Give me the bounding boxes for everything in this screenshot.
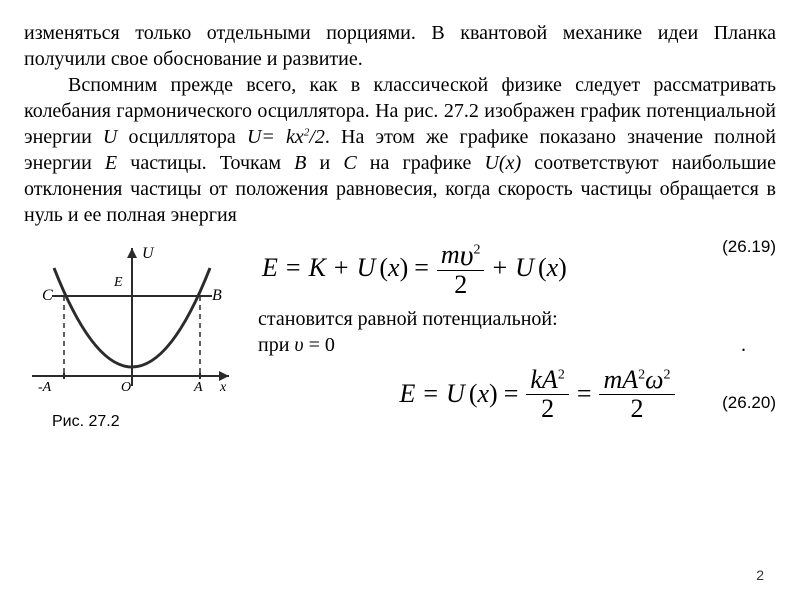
figure-27-2: U E C B O -A A x	[24, 236, 239, 401]
eq1-p3: (	[538, 251, 547, 285]
paragraph-2: Вспомним прежде всего, как в классическо…	[24, 72, 776, 228]
equation-26-20: E = U(x) = kA2 2 = mA2ω2 2 (26.20)	[258, 362, 776, 426]
p2-eqU: U= kx	[247, 126, 304, 148]
label-O: O	[121, 380, 131, 395]
eq2-U: U	[442, 377, 469, 411]
sym-B: B	[294, 152, 306, 174]
eq1-p4: )	[558, 251, 567, 285]
eq2-eq1: =	[419, 377, 442, 411]
eq2-E: E	[395, 377, 419, 411]
eq2-frac1: kA2 2	[526, 366, 568, 422]
eq2-w-sq: 2	[664, 368, 671, 383]
eq1-p2: )	[400, 251, 411, 285]
mid2a: при	[258, 334, 294, 356]
eq1-x2: x	[547, 251, 559, 285]
label-A: A	[193, 380, 203, 395]
eq2-p1: (	[469, 377, 478, 411]
label-x: x	[219, 380, 227, 395]
eq2-p2: )	[489, 377, 500, 411]
eq2-A1-sq: 2	[558, 368, 565, 383]
page-number: 2	[756, 566, 764, 584]
sym-E: E	[105, 152, 117, 174]
label-B: B	[212, 287, 222, 304]
eq1-eq2: =	[410, 251, 433, 285]
paragraph-1: изменяться только отдельными порциями. В…	[24, 20, 776, 72]
mid-period: .	[741, 332, 746, 358]
eq2-eq3: =	[573, 377, 596, 411]
eq1-frac: mυ2 2	[437, 238, 485, 298]
sym-C: C	[343, 152, 356, 174]
eq1-U1: U	[353, 251, 380, 285]
eq2-eq2: =	[500, 377, 523, 411]
figure-block: U E C B O -A A x Рис. 27.2	[24, 236, 244, 433]
eq1-x1: x	[388, 251, 400, 285]
eq1-plus2: +	[488, 251, 511, 285]
eq1-denom: 2	[450, 271, 471, 298]
eq1-v: υ	[460, 239, 474, 272]
eq1-E: E	[258, 251, 282, 285]
p2-eqU-tail: /2	[309, 126, 325, 148]
p2-Ux: U(x)	[484, 152, 521, 174]
p2-b: осциллятора	[117, 126, 247, 148]
eq1-U2: U	[511, 251, 538, 285]
mid2b: υ	[294, 334, 303, 356]
eq1-plus1: +	[330, 251, 353, 285]
p2-d: частицы. Точкам	[117, 152, 294, 174]
eq1-number: (26.19)	[722, 236, 776, 258]
mid1: становится равной потенциальной:	[258, 308, 558, 330]
mid2c: = 0	[304, 334, 335, 356]
p2-e: и	[306, 152, 343, 174]
sym-U: U	[103, 126, 117, 148]
label-E: E	[113, 275, 123, 290]
eq2-x: x	[478, 377, 490, 411]
eq1-p1: (	[379, 251, 388, 285]
eq2-mA: mA	[603, 365, 638, 394]
eq2-number: (26.20)	[722, 392, 776, 414]
p1-text: изменяться только отдельными порциями. В…	[24, 22, 776, 70]
label-minusA: -A	[38, 380, 52, 395]
label-U: U	[142, 245, 155, 262]
eq2-d1: 2	[537, 395, 558, 422]
eq1-m: m	[441, 240, 460, 269]
label-C: C	[42, 287, 53, 304]
eq1-K: K	[305, 251, 330, 285]
eq2-frac2: mA2ω2 2	[599, 366, 674, 422]
equation-26-19: E = K + U(x) = mυ2 2 + U(x) (26.19)	[258, 236, 776, 300]
eq2-omega: ω	[645, 365, 663, 394]
eq1-v-sq: 2	[473, 242, 480, 257]
p2-f: на графике	[357, 152, 485, 174]
eq1-eq1: =	[282, 251, 305, 285]
figure-caption: Рис. 27.2	[24, 412, 244, 433]
eq2-d2: 2	[627, 395, 648, 422]
eq2-kA: kA	[530, 365, 557, 394]
